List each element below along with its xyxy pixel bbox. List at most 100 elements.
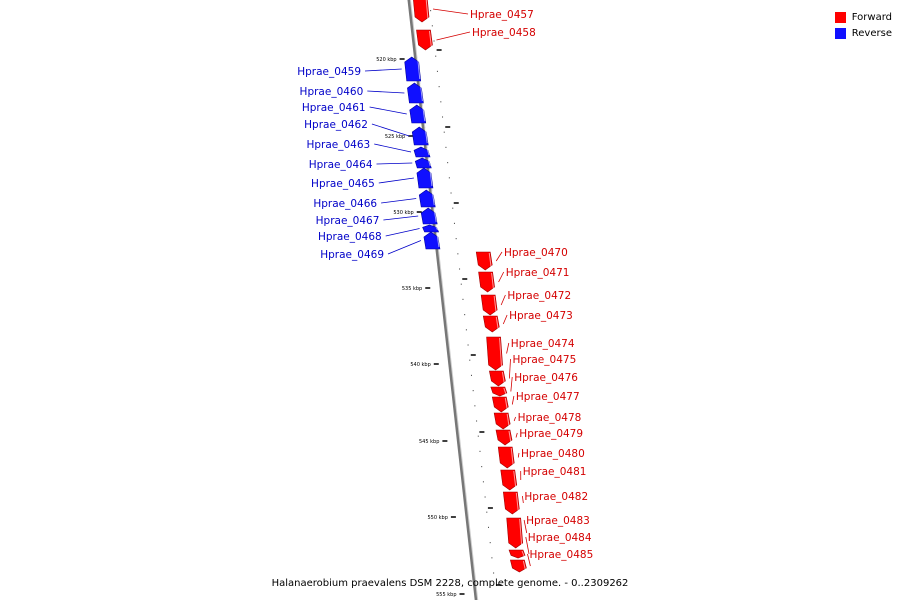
minor-tick <box>442 116 444 118</box>
gene-leader-line <box>502 314 508 325</box>
gene-label-hprae_0480[interactable]: Hprae_0480 <box>521 448 585 460</box>
gene-label-hprae_0485[interactable]: Hprae_0485 <box>530 549 594 561</box>
gene-block-hprae_0458[interactable] <box>416 29 433 51</box>
gene-block-hprae_0469[interactable] <box>423 231 441 250</box>
gene-leader-line <box>515 432 518 438</box>
gene-block-hprae_0470[interactable] <box>475 251 493 271</box>
gene-block-hprae_0462[interactable] <box>411 126 429 146</box>
minor-tick <box>431 25 433 27</box>
gene-block-hprae_0463[interactable] <box>413 146 431 158</box>
gene-block-hprae_0475[interactable] <box>489 370 506 387</box>
gene-block-hprae_0484[interactable] <box>508 549 526 559</box>
gene-block-hprae_0478[interactable] <box>493 412 511 430</box>
gene-label-hprae_0475[interactable]: Hprae_0475 <box>513 354 577 366</box>
genome-caption: Halanaerobium praevalens DSM 2228, compl… <box>271 578 629 589</box>
gene-label-hprae_0468[interactable]: Hprae_0468 <box>318 231 382 243</box>
gene-label-hprae_0464[interactable]: Hprae_0464 <box>309 159 373 171</box>
gene-highlight <box>508 430 512 444</box>
gene-highlight <box>519 518 523 547</box>
gene-block-hprae_0466[interactable] <box>418 189 436 208</box>
minor-tick <box>493 572 495 574</box>
gene-label-hprae_0465[interactable]: Hprae_0465 <box>311 178 375 190</box>
gene-block-hprae_0474[interactable] <box>486 336 503 371</box>
gene-label-hprae_0460[interactable]: Hprae_0460 <box>300 86 364 98</box>
gene-label-hprae_0469[interactable]: Hprae_0469 <box>320 249 384 261</box>
gene-leader-line <box>369 106 407 115</box>
gene-leader-line <box>385 228 420 237</box>
gene-highlight <box>503 387 507 395</box>
minor-tick <box>436 70 438 72</box>
minor-tick <box>433 40 435 42</box>
gene-leader-line <box>523 519 528 534</box>
gene-leader-line <box>498 271 505 283</box>
gene-block-hprae_0482[interactable] <box>502 491 520 515</box>
gene-highlight <box>426 147 430 156</box>
gene-block-hprae_0472[interactable] <box>480 294 498 316</box>
gene-leader-line <box>513 416 516 422</box>
gene-label-hprae_0473[interactable]: Hprae_0473 <box>509 310 573 322</box>
gene-label-hprae_0458[interactable]: Hprae_0458 <box>472 27 536 39</box>
gene-label-hprae_0478[interactable]: Hprae_0478 <box>518 412 582 424</box>
minor-tick <box>430 10 432 12</box>
minor-tick <box>488 526 490 528</box>
legend-reverse-label: Reverse <box>851 27 892 39</box>
gene-label-hprae_0472[interactable]: Hprae_0472 <box>507 290 571 302</box>
gene-label-hprae_0463[interactable]: Hprae_0463 <box>306 139 370 151</box>
gene-label-hprae_0467[interactable]: Hprae_0467 <box>316 215 380 227</box>
gene-leader-line <box>364 68 402 72</box>
gene-label-hprae_0470[interactable]: Hprae_0470 <box>504 247 568 259</box>
minor-tick <box>469 359 471 361</box>
gene-block-hprae_0461[interactable] <box>409 104 427 124</box>
legend-forward-label: Forward <box>851 11 892 23</box>
minor-tick <box>459 268 461 270</box>
gene-block-hprae_0467[interactable] <box>420 207 438 225</box>
gene-block-hprae_0485[interactable] <box>510 559 527 573</box>
gene-block-hprae_0477[interactable] <box>491 396 509 413</box>
gene-highlight <box>521 550 525 557</box>
gene-label-hprae_0479[interactable]: Hprae_0479 <box>519 428 583 440</box>
gene-label-hprae_0476[interactable]: Hprae_0476 <box>514 372 578 384</box>
gene-highlight <box>435 225 439 231</box>
minor-tick <box>470 374 472 376</box>
gene-label-hprae_0459[interactable]: Hprae_0459 <box>297 66 361 78</box>
gene-label-hprae_0457[interactable]: Hprae_0457 <box>470 9 534 21</box>
gene-leader-line <box>381 198 417 204</box>
minor-tick <box>448 177 450 179</box>
gene-label-hprae_0462[interactable]: Hprae_0462 <box>304 119 368 131</box>
gene-label-hprae_0477[interactable]: Hprae_0477 <box>516 391 580 403</box>
minor-tick <box>440 101 442 103</box>
gene-block-hprae_0468[interactable] <box>422 224 440 233</box>
minor-tick <box>474 405 476 407</box>
gene-label-hprae_0474[interactable]: Hprae_0474 <box>511 338 575 350</box>
gene-leader-line <box>371 123 410 137</box>
gene-block-hprae_0481[interactable] <box>500 469 518 491</box>
scale-tick-label: 550 kbp <box>428 515 448 521</box>
scale-tick-label: 555 kbp <box>436 592 456 598</box>
minor-tick <box>479 450 481 452</box>
gene-leader-line <box>506 342 510 354</box>
minor-tick <box>462 298 464 300</box>
gene-leader-line <box>367 90 405 94</box>
minor-tick <box>477 435 479 437</box>
gene-block-hprae_0457[interactable] <box>413 0 430 23</box>
gene-highlight <box>513 470 517 489</box>
gene-leader-line <box>527 553 531 567</box>
gene-highlight <box>429 168 433 187</box>
gene-label-hprae_0471[interactable]: Hprae_0471 <box>506 267 570 279</box>
gene-label-hprae_0481[interactable]: Hprae_0481 <box>523 466 587 478</box>
gene-highlight <box>510 447 514 467</box>
gene-leader-line <box>522 495 524 504</box>
gene-label-hprae_0466[interactable]: Hprae_0466 <box>313 198 377 210</box>
gene-block-hprae_0480[interactable] <box>497 446 515 469</box>
gene-block-hprae_0479[interactable] <box>495 429 513 446</box>
gene-label-hprae_0483[interactable]: Hprae_0483 <box>526 515 590 527</box>
gene-block-hprae_0460[interactable] <box>407 82 424 104</box>
gene-block-hprae_0476[interactable] <box>490 386 508 397</box>
gene-block-hprae_0471[interactable] <box>478 271 495 293</box>
gene-block-hprae_0465[interactable] <box>416 167 434 189</box>
gene-label-hprae_0482[interactable]: Hprae_0482 <box>524 491 588 503</box>
gene-label-hprae_0461[interactable]: Hprae_0461 <box>302 102 366 114</box>
gene-block-hprae_0473[interactable] <box>482 315 500 333</box>
gene-label-hprae_0484[interactable]: Hprae_0484 <box>528 532 592 544</box>
gene-block-hprae_0483[interactable] <box>506 517 524 549</box>
